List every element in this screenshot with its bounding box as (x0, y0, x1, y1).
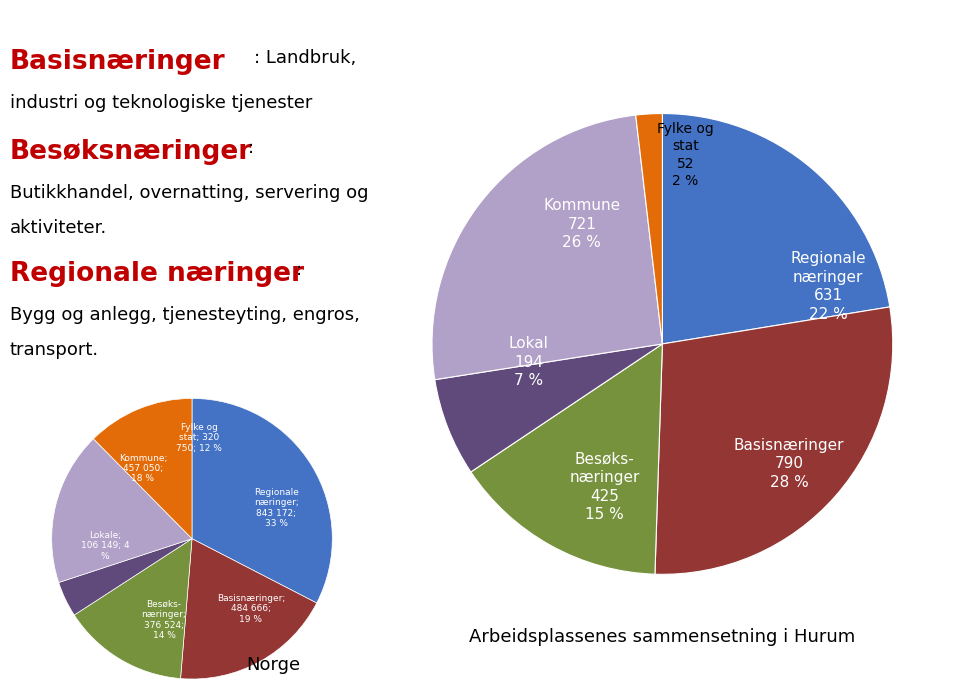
Text: Kommune
721
26 %: Kommune 721 26 % (543, 198, 620, 250)
Text: : Landbruk,: : Landbruk, (254, 49, 357, 67)
Wedge shape (192, 398, 332, 603)
Wedge shape (470, 344, 662, 574)
Wedge shape (93, 398, 192, 539)
Wedge shape (636, 113, 662, 344)
Text: Arbeidsplassenes sammensetning i Hurum: Arbeidsplassenes sammensetning i Hurum (469, 628, 855, 646)
Wedge shape (662, 113, 890, 344)
Text: :: : (296, 261, 301, 279)
Text: Norge: Norge (247, 656, 300, 674)
Wedge shape (52, 439, 192, 582)
Text: Basisnæringer: Basisnæringer (10, 49, 226, 74)
Text: Butikkhandel, overnatting, servering og: Butikkhandel, overnatting, servering og (10, 184, 368, 202)
Text: Lokale;
106 149; 4
%: Lokale; 106 149; 4 % (81, 531, 130, 561)
Text: Basisnæringer
790
28 %: Basisnæringer 790 28 % (733, 438, 845, 490)
Text: Besøksnæringer: Besøksnæringer (10, 139, 252, 165)
Wedge shape (180, 539, 317, 679)
Wedge shape (432, 115, 662, 379)
Text: industri og teknologiske tjenester: industri og teknologiske tjenester (10, 94, 312, 112)
Text: transport.: transport. (10, 341, 99, 359)
Text: Bygg og anlegg, tjenesteyting, engros,: Bygg og anlegg, tjenesteyting, engros, (10, 306, 359, 324)
Wedge shape (435, 344, 662, 472)
Wedge shape (59, 539, 192, 615)
Text: Regionale
næringer
631
22 %: Regionale næringer 631 22 % (790, 251, 866, 322)
Text: aktiviteter.: aktiviteter. (10, 219, 107, 237)
Text: Besøks-
næringer;
376 524;
14 %: Besøks- næringer; 376 524; 14 % (141, 600, 186, 640)
Text: Regionale
næringer;
843 172;
33 %: Regionale næringer; 843 172; 33 % (253, 488, 299, 528)
Text: Regionale næringer: Regionale næringer (10, 261, 303, 286)
Text: Fylke og
stat
52
2 %: Fylke og stat 52 2 % (657, 122, 714, 188)
Text: Fylke og
stat; 320
750; 12 %: Fylke og stat; 320 750; 12 % (176, 423, 222, 452)
Text: Kommune;
457 050;
18 %: Kommune; 457 050; 18 % (119, 454, 167, 484)
Text: :: : (248, 139, 253, 157)
Text: Basisnæringer;
484 666;
19 %: Basisnæringer; 484 666; 19 % (217, 594, 285, 624)
Text: Lokal
194
7 %: Lokal 194 7 % (509, 336, 549, 389)
Text: Besøks-
næringer
425
15 %: Besøks- næringer 425 15 % (569, 451, 640, 522)
Wedge shape (655, 307, 893, 574)
Wedge shape (74, 539, 192, 678)
